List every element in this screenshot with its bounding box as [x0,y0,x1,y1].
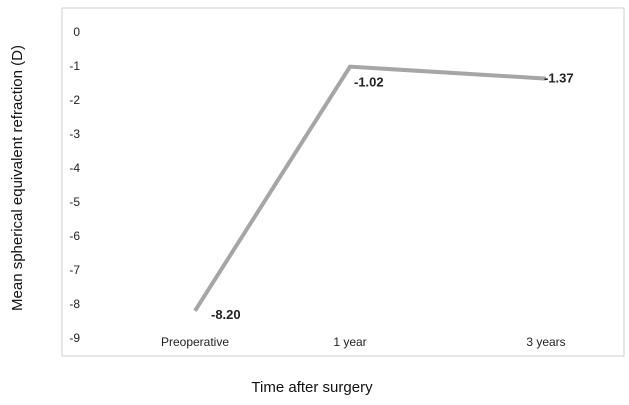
y-tick-label: -2 [69,93,80,107]
series-group [193,64,547,312]
y-tick-label: -4 [69,161,80,175]
data-label: -1.37 [544,71,574,86]
y-tick-label: -8 [69,297,80,311]
x-tick-label: 1 year [333,335,366,349]
x-axis-ticks: Preoperative 1 year 3 years [161,335,566,349]
y-tick-label: 0 [73,25,80,39]
data-labels: -8.20 -1.02 -1.37 [211,71,574,322]
y-tick-label: -1 [69,59,80,73]
data-label: -8.20 [211,307,241,322]
data-label: -1.02 [354,75,384,90]
plot-frame [61,7,625,357]
x-axis-title: Time after surgery [251,379,373,396]
y-tick-label: -3 [69,127,80,141]
y-tick-label: -5 [69,195,80,209]
y-axis-ticks: 0 -1 -2 -3 -4 -5 -6 -7 -8 -9 [69,25,80,345]
y-axis-title: Mean spherical equivalent refraction (D) [9,45,26,311]
x-tick-label: 3 years [526,335,565,349]
y-tick-label: -7 [69,263,80,277]
y-tick-label: -9 [69,331,80,345]
x-tick-label: Preoperative [161,335,229,349]
y-tick-label: -6 [69,229,80,243]
series-line [193,64,547,312]
